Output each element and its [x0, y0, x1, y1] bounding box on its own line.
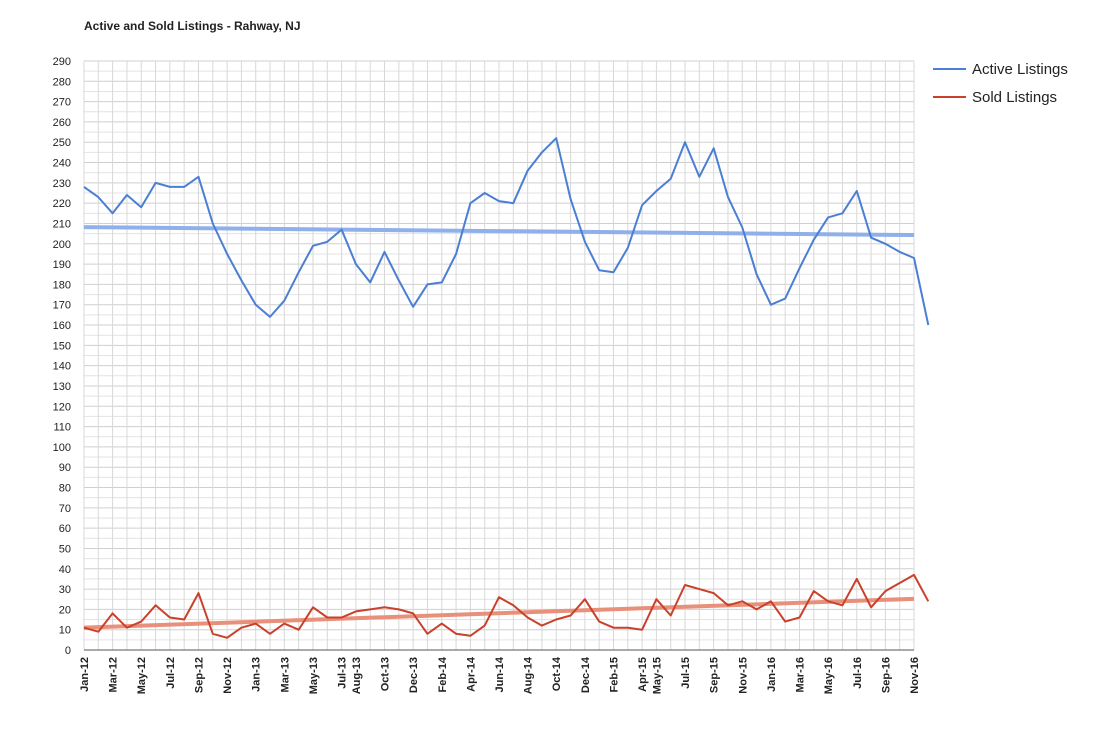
- y-tick-label: 60: [59, 523, 71, 535]
- x-tick-label: Feb-15: [608, 657, 620, 692]
- y-tick-label: 70: [59, 503, 71, 515]
- y-tick-label: 150: [53, 340, 71, 352]
- x-tick-label: Jul-15: [680, 657, 692, 689]
- trendline-sold-listings: [83, 596, 915, 630]
- x-tick-label: Apr-14: [465, 656, 477, 692]
- x-tick-label: Jul-16: [852, 657, 864, 689]
- y-tick-label: 270: [53, 97, 71, 109]
- x-tick-label: Jan-12: [79, 657, 91, 692]
- x-tick-label: Sep-16: [880, 657, 892, 693]
- x-tick-label: May-15: [651, 657, 663, 694]
- x-tick-label: Nov-12: [222, 657, 234, 694]
- y-tick-label: 230: [53, 178, 71, 190]
- x-tick-label: Mar-13: [279, 657, 291, 692]
- y-tick-label: 240: [53, 158, 71, 170]
- x-tick-label: Feb-14: [437, 656, 449, 692]
- series-line-active-listings: [83, 137, 930, 326]
- trend-lines: [83, 225, 915, 630]
- y-tick-label: 40: [59, 564, 71, 576]
- y-tick-label: 290: [53, 56, 71, 68]
- y-tick-label: 120: [53, 401, 71, 413]
- y-tick-label: 50: [59, 543, 71, 555]
- y-tick-label: 90: [59, 462, 71, 474]
- y-tick-label: 180: [53, 279, 71, 291]
- y-tick-label: 200: [53, 239, 71, 251]
- y-tick-label: 250: [53, 137, 71, 149]
- y-tick-label: 30: [59, 584, 71, 596]
- y-tick-label: 260: [53, 117, 71, 129]
- x-tick-label: Mar-16: [795, 657, 807, 692]
- x-tick-label: Jun-14: [494, 656, 506, 692]
- x-tick-label: Jul-12: [165, 657, 177, 689]
- x-tick-label: Jan-16: [766, 657, 778, 692]
- x-tick-label: May-12: [136, 657, 148, 694]
- y-tick-label: 130: [53, 381, 71, 393]
- x-tick-label: Nov-16: [909, 657, 921, 694]
- y-tick-label: 0: [65, 645, 71, 657]
- y-axis: 0 10 20 30 40 50 60 70 80 90 100 110 120 130 140 150 160…: [53, 56, 71, 657]
- x-tick-label: Oct-13: [380, 657, 392, 691]
- x-tick-label: Mar-12: [108, 657, 120, 692]
- legend: Active Listings Sold Listings: [933, 61, 1068, 106]
- x-tick-label: Apr-15: [637, 657, 649, 692]
- y-tick-label: 170: [53, 300, 71, 312]
- x-tick-label: Sep-12: [193, 657, 205, 693]
- y-tick-label: 80: [59, 483, 71, 495]
- x-tick-label: Aug-13: [351, 657, 363, 694]
- y-tick-label: 280: [53, 76, 71, 88]
- y-tick-label: 210: [53, 218, 71, 230]
- x-tick-label: Jul-13: [337, 657, 349, 689]
- chart-grid: [83, 60, 915, 651]
- chart-title: Active and Sold Listings - Rahway, NJ: [84, 19, 301, 33]
- series-lines: [83, 137, 930, 639]
- x-tick-label: May-16: [823, 657, 835, 694]
- y-tick-label: 220: [53, 198, 71, 210]
- y-tick-label: 160: [53, 320, 71, 332]
- legend-label: Active Listings: [972, 61, 1068, 78]
- x-tick-label: Jan-13: [251, 657, 263, 692]
- x-tick-label: Dec-14: [580, 656, 592, 693]
- y-tick-label: 140: [53, 361, 71, 373]
- y-tick-label: 110: [53, 422, 71, 434]
- series-line-sold-listings: [83, 573, 930, 639]
- y-tick-label: 100: [53, 442, 71, 454]
- x-tick-label: Dec-13: [408, 657, 420, 693]
- y-tick-label: 10: [59, 625, 71, 637]
- legend-label: Sold Listings: [972, 89, 1057, 106]
- x-tick-label: Sep-15: [709, 657, 721, 693]
- x-axis: Jan-12 Mar-12 May-12 Jul-12 Sep-12 Nov-12 Jan-…: [79, 656, 921, 694]
- x-tick-label: May-13: [308, 657, 320, 694]
- y-tick-label: 20: [59, 604, 71, 616]
- y-tick-label: 190: [53, 259, 71, 271]
- x-tick-label: Oct-14: [551, 656, 563, 691]
- trendline-active-listings: [83, 225, 915, 238]
- x-tick-label: Aug-14: [523, 656, 535, 694]
- x-tick-label: Nov-15: [737, 657, 749, 694]
